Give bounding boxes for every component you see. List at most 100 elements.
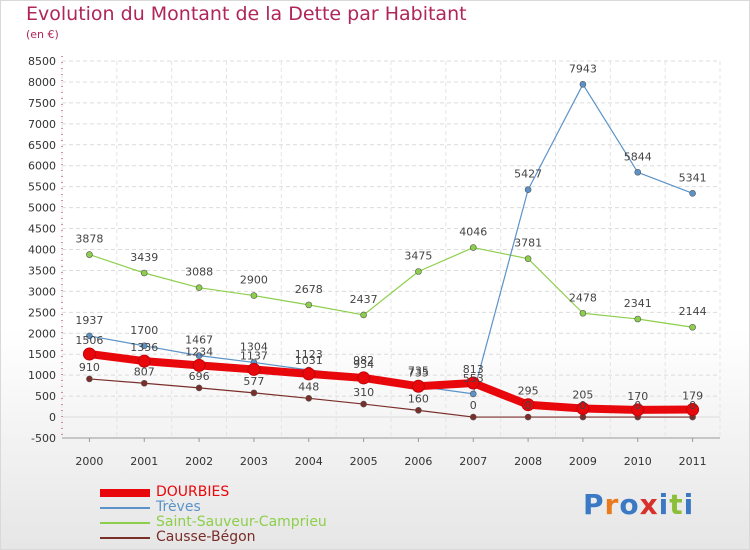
data-label: 205 xyxy=(572,388,593,401)
legend-swatch xyxy=(100,489,150,497)
data-label: 2900 xyxy=(240,274,268,287)
y-tick-label: 3000 xyxy=(28,285,56,298)
data-label: 0 xyxy=(579,399,586,412)
data-label: 3781 xyxy=(514,237,542,250)
legend-item: Trèves xyxy=(100,499,340,516)
data-point xyxy=(524,186,532,194)
y-tick-label: 7500 xyxy=(28,97,56,110)
data-point xyxy=(250,389,258,397)
data-label: 577 xyxy=(243,375,264,388)
series-line-DOURBIES xyxy=(85,349,697,414)
x-tick-label: 2008 xyxy=(514,455,542,468)
data-point xyxy=(137,354,151,368)
data-point xyxy=(192,358,206,372)
data-label: 3878 xyxy=(75,233,103,246)
y-tick-label: 2000 xyxy=(28,327,56,340)
data-point xyxy=(415,407,422,414)
y-tick-label: 7000 xyxy=(28,118,56,131)
legend-item: Saint-Sauveur-Camprieu xyxy=(100,514,340,531)
legend-swatch xyxy=(100,522,150,524)
legend-label: Causse-Bégon xyxy=(156,529,256,545)
data-point xyxy=(305,301,313,309)
legend-label: DOURBIES xyxy=(156,484,230,500)
x-tick-label: 2001 xyxy=(130,455,158,468)
y-tick-label: 1500 xyxy=(28,348,56,361)
data-point xyxy=(411,379,425,393)
data-point xyxy=(360,311,367,319)
data-point xyxy=(86,251,93,258)
data-label: 0 xyxy=(634,399,641,412)
y-tick-label: 5500 xyxy=(28,181,56,194)
legend-item: Causse-Bégon xyxy=(100,529,340,546)
data-label: 934 xyxy=(353,358,374,371)
data-point xyxy=(357,371,371,385)
data-label: 1123 xyxy=(295,348,323,361)
data-point xyxy=(634,315,642,323)
y-tick-label: 0 xyxy=(49,411,56,424)
y-tick-label: -500 xyxy=(31,432,56,445)
data-label: 3088 xyxy=(185,266,213,279)
series-line-Causse-Bégon xyxy=(88,378,694,418)
data-point xyxy=(634,168,642,176)
data-label: 310 xyxy=(353,386,374,399)
y-tick-label: 4500 xyxy=(28,223,56,236)
data-label: 0 xyxy=(689,399,696,412)
legend-item: DOURBIES xyxy=(100,484,340,501)
data-point xyxy=(250,292,258,299)
data-label: 2478 xyxy=(569,291,597,304)
data-point xyxy=(360,400,367,408)
data-point xyxy=(302,367,316,381)
data-label: 5844 xyxy=(624,150,652,163)
x-tick-label: 2009 xyxy=(569,455,597,468)
data-point xyxy=(689,323,696,331)
data-label: 3439 xyxy=(130,251,158,264)
data-label: 2144 xyxy=(679,305,707,318)
data-label: 553 xyxy=(463,372,484,385)
x-tick-label: 2010 xyxy=(624,455,652,468)
logo-letter: x xyxy=(639,488,659,521)
y-tick-label: 500 xyxy=(35,390,56,403)
x-tick-label: 2007 xyxy=(459,455,487,468)
logo-letter: i xyxy=(658,488,670,521)
data-point xyxy=(195,352,203,359)
legend-label: Saint-Sauveur-Camprieu xyxy=(156,514,327,530)
data-label: 2678 xyxy=(295,283,323,296)
data-label: 0 xyxy=(470,399,477,412)
data-point xyxy=(576,401,590,415)
data-point xyxy=(140,342,148,350)
data-label: 1937 xyxy=(75,314,103,327)
data-label: 2437 xyxy=(350,293,378,306)
x-tick-label: 2006 xyxy=(404,455,432,468)
data-label: 1031 xyxy=(295,354,323,367)
legend-label: Trèves xyxy=(156,499,201,515)
data-label: 2341 xyxy=(624,297,652,310)
data-label: 982 xyxy=(353,354,374,367)
data-point xyxy=(689,190,696,197)
data-point xyxy=(195,384,203,392)
legend-swatch xyxy=(100,537,150,539)
data-point xyxy=(469,244,477,251)
data-point xyxy=(686,403,700,417)
proxiti-logo: Proxiti xyxy=(583,488,694,521)
data-label: 807 xyxy=(134,365,155,378)
data-point xyxy=(140,269,148,277)
y-tick-label: 1000 xyxy=(28,369,56,382)
y-tick-label: 4000 xyxy=(28,244,56,257)
x-tick-label: 2000 xyxy=(75,455,103,468)
x-tick-label: 2004 xyxy=(295,455,323,468)
data-label: 0 xyxy=(525,399,532,412)
y-tick-label: 2500 xyxy=(28,306,56,319)
data-point xyxy=(579,309,587,317)
logo-letter: P xyxy=(583,488,605,521)
series-line-Saint-Sauveur-Camprieu xyxy=(88,246,694,328)
data-label: 1336 xyxy=(130,341,158,354)
chart-title: Evolution du Montant de la Dette par Hab… xyxy=(26,3,467,25)
y-tick-label: 8500 xyxy=(28,55,56,68)
data-label: 170 xyxy=(627,390,648,403)
data-label: 910 xyxy=(79,361,100,374)
data-point xyxy=(524,413,532,421)
data-label: 5427 xyxy=(514,168,542,181)
y-tick-label: 6000 xyxy=(28,160,56,173)
